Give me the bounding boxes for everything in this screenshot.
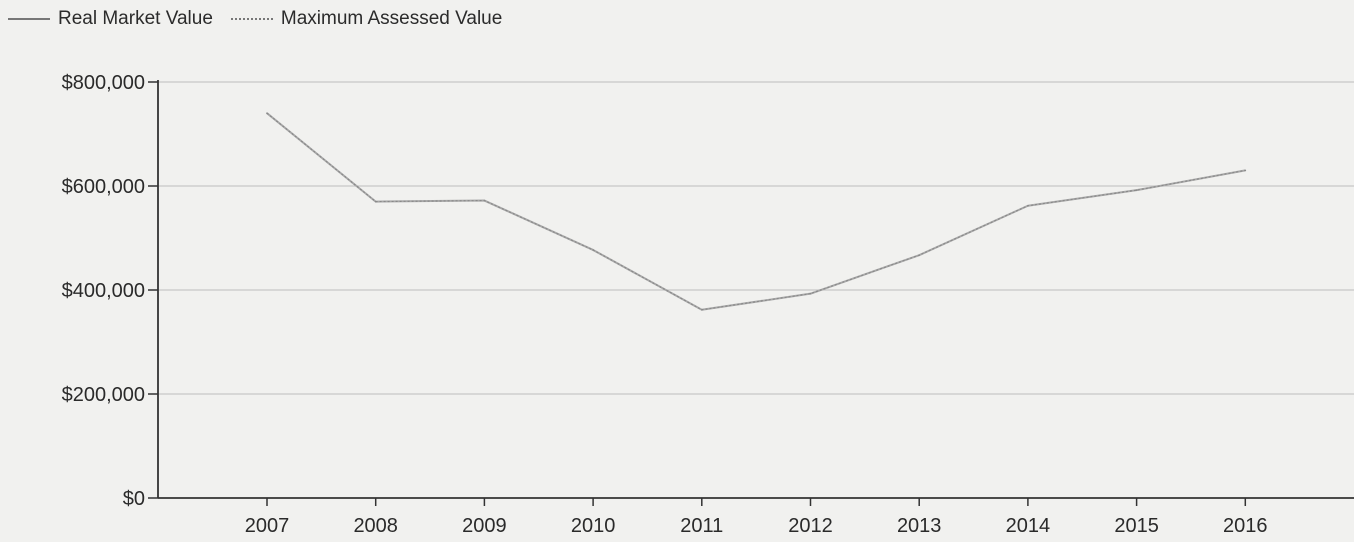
x-tick-label: 2013 — [897, 515, 942, 537]
data-point — [374, 200, 377, 203]
x-tick-label: 2008 — [353, 515, 398, 537]
data-point — [701, 308, 703, 311]
x-tick-label: 2012 — [788, 515, 833, 537]
series-line-real-market-value — [266, 112, 1246, 311]
data-point — [483, 199, 486, 202]
y-tick-label: $400,000 — [62, 280, 145, 302]
y-tick-label: $600,000 — [62, 176, 145, 198]
legend-label: Maximum Assessed Value — [280, 8, 503, 29]
x-tick-label: 2016 — [1223, 515, 1268, 537]
x-tick-label: 2011 — [680, 515, 723, 537]
legend-swatch-solid — [8, 18, 50, 20]
x-tick-label: 2015 — [1114, 515, 1159, 537]
data-point — [1027, 204, 1029, 207]
series-line-maximum-assessed-value — [266, 112, 1246, 311]
legend-item-maximum-assessed-value: Maximum Assessed Value — [230, 8, 503, 30]
legend-label: Real Market Value — [58, 8, 213, 29]
data-point — [592, 249, 594, 251]
legend: Real Market Value Maximum Assessed Value — [8, 8, 502, 30]
data-point — [266, 112, 268, 114]
legend-item-real-market-value: Real Market Value — [8, 8, 213, 30]
x-tick-label: 2014 — [1006, 515, 1051, 537]
data-point — [918, 254, 920, 256]
legend-swatch-dotted — [230, 18, 273, 20]
data-point — [809, 292, 812, 295]
x-tick-label: 2009 — [462, 515, 507, 537]
data-point — [1135, 189, 1138, 191]
x-tick-label: 2010 — [571, 515, 616, 537]
y-tick-label: $0 — [123, 488, 145, 510]
data-point — [1244, 169, 1247, 172]
y-tick-label: $800,000 — [62, 72, 145, 94]
x-tick-label: 2007 — [245, 515, 290, 537]
y-tick-label: $200,000 — [62, 384, 145, 406]
